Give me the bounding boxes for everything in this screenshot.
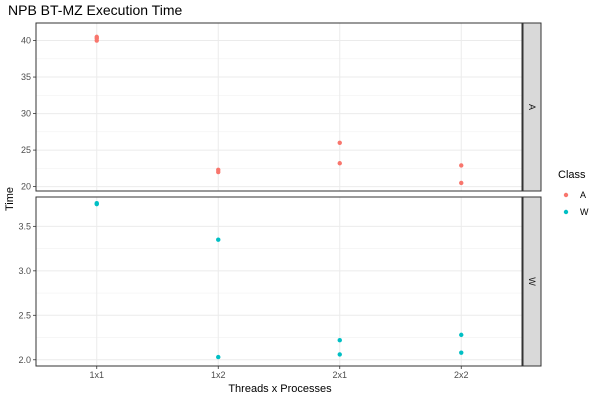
facet-strip [522,22,542,192]
data-point-a [337,161,342,166]
x-axis: Threads x Processes [228,383,332,395]
data-point-a [216,167,221,173]
y-tick-label: 25 [21,145,31,155]
legend-title: Class [558,169,586,181]
y-tick-label: 35 [21,72,31,82]
data-point-a [459,180,464,186]
data-point-a [337,140,342,145]
facet-strip [522,196,542,367]
data-point-w [216,354,221,360]
y-tick-label: 30 [21,109,31,119]
facet-strip-label: A [527,104,537,110]
y-tick-label: 40 [21,36,31,46]
y-tick-label: 3.0 [18,266,31,276]
y-axis: Time [4,187,16,211]
panel-border [35,22,523,192]
data-point-w [459,350,464,355]
y-tick-label: 3.5 [18,221,31,231]
legend-key-a [563,192,569,198]
data-point-w [337,338,342,343]
facet-panel-a: 20 25 30 35 40 A [21,22,542,192]
panel-border [35,196,523,367]
data-point-w [337,352,342,357]
y-tick-label: 20 [21,182,31,192]
data-point-w [459,332,464,338]
y-tick-label: 2.5 [18,310,31,320]
y-axis-label: Time [4,187,16,211]
legend: Class AW [558,169,589,217]
facet-strip-label: W [527,277,537,286]
panel-background [36,23,522,191]
x-tick-label: 1x1 [89,370,104,380]
facet-panel-w: 2.0 2.5 3.0 3.5 W 1x1 1x2 2x1 2x2 [18,196,542,380]
legend-label-w: W [580,207,589,217]
x-tick-label: 2x1 [332,370,347,380]
legend-label-a: A [580,190,586,200]
y-tick-label: 2.0 [18,355,31,365]
x-tick-label: 1x2 [211,370,226,380]
data-point-a [459,163,464,168]
legend-key-w [563,209,569,215]
chart-title: NPB BT-MZ Execution Time [8,2,182,18]
data-point-a [94,34,99,40]
data-point-w [94,201,99,207]
panel-background [36,197,522,366]
data-point-w [216,237,221,242]
x-axis-label: Threads x Processes [228,383,332,395]
x-tick-label: 2x2 [454,370,469,380]
